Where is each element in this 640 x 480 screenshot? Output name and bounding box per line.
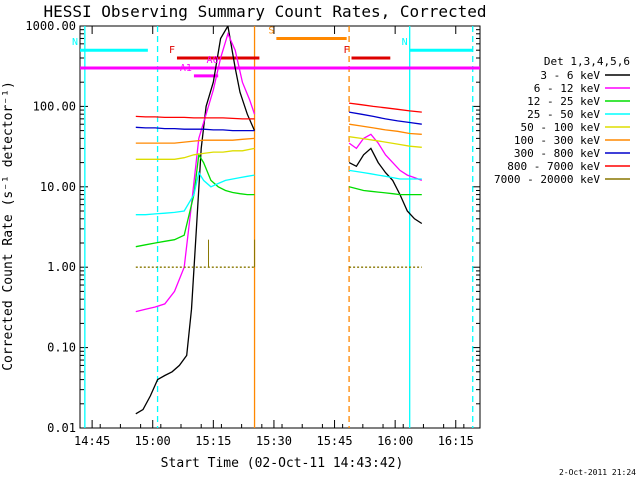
series-line: [135, 126, 255, 132]
series-line: [348, 186, 422, 196]
series-line: [135, 31, 256, 313]
y-tick-label: 0.01: [47, 421, 76, 435]
y-tick-label: 10.00: [40, 180, 76, 194]
y-axis-label: Corrected Count Rate (s⁻¹ detector⁻¹): [1, 81, 16, 371]
series-line: [135, 152, 255, 248]
annotation-label: F: [343, 45, 349, 56]
x-tick-label: 15:30: [256, 434, 292, 448]
annotation-label: A1: [180, 63, 192, 74]
legend-label: 100 - 300 keV: [514, 134, 600, 147]
generated-timestamp: 2-Oct-2011 21:24: [559, 468, 636, 477]
plot-frame: [79, 25, 481, 429]
y-tick-label: 1.00: [47, 260, 76, 274]
series-line: [349, 169, 422, 180]
annotation-label: F: [169, 45, 175, 56]
legend-label: 6 - 12 keV: [534, 82, 601, 95]
series-line: [348, 111, 422, 125]
legend-label: 50 - 100 keV: [521, 121, 601, 134]
y-tick-label: 0.10: [47, 341, 76, 355]
annotation-label: S: [268, 25, 274, 36]
legend-label: 12 - 25 keV: [527, 95, 600, 108]
series-line: [135, 170, 255, 216]
chart-title: HESSI Observing Summary Count Rates, Cor…: [43, 2, 486, 21]
annotation-label: A0: [207, 55, 219, 66]
legend-label: 3 - 6 keV: [540, 69, 600, 82]
series-line: [349, 102, 422, 113]
x-axis-label: Start Time (02-Oct-11 14:43:42): [161, 456, 404, 471]
series-line: [349, 136, 422, 148]
legend-label: 800 - 7000 keV: [507, 160, 600, 173]
x-tick-label: 15:15: [195, 434, 231, 448]
series-line: [135, 137, 255, 144]
x-tick-label: 16:00: [377, 434, 413, 448]
series-line: [348, 147, 423, 225]
annotation-label: N: [402, 37, 408, 48]
legend-label: 25 - 50 keV: [527, 108, 600, 121]
series-line: [135, 147, 255, 160]
series-line: [348, 133, 423, 182]
x-tick-label: 16:15: [438, 434, 474, 448]
x-tick-label: 15:00: [135, 434, 171, 448]
legend-label: 7000 - 20000 keV: [494, 173, 600, 186]
series-line: [135, 26, 256, 415]
legend-label: 300 - 800 keV: [514, 147, 600, 160]
x-tick-label: 14:45: [74, 434, 110, 448]
series-line: [135, 115, 255, 120]
y-tick-label: 1000.00: [25, 19, 76, 33]
y-tick-label: 100.00: [33, 99, 76, 113]
data-layer: [80, 26, 480, 428]
annotation-label: N: [72, 37, 78, 48]
legend-title: Det 1,3,4,5,6: [544, 55, 630, 68]
series-line: [349, 123, 422, 135]
x-tick-label: 15:45: [316, 434, 352, 448]
